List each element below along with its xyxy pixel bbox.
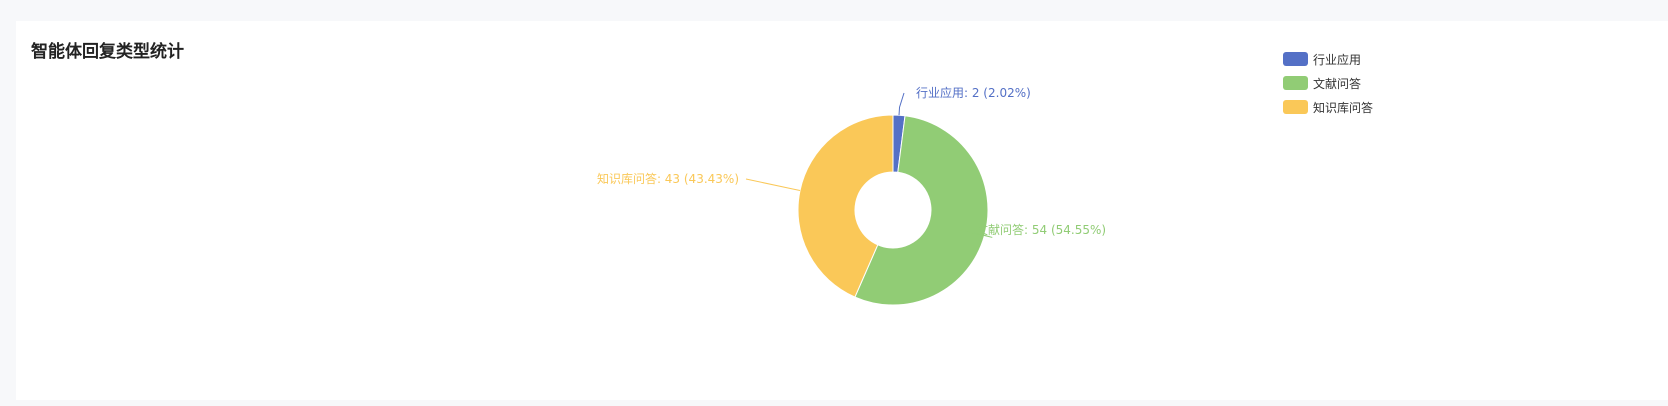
chart-title: 智能体回复类型统计 bbox=[31, 42, 184, 62]
legend-label: 行业应用 bbox=[1313, 52, 1362, 67]
legend-label: 文献问答 bbox=[1313, 76, 1362, 91]
label-line-2 bbox=[745, 178, 801, 192]
donut-chart: 行业应用: 2 (2.02%) 文献问答: 54 (54.55%) 知识库问答: 4… bbox=[597, 85, 1106, 306]
data-label-2: 知识库问答: 43 (43.43%) bbox=[597, 171, 739, 186]
label-line-1 bbox=[960, 229, 993, 238]
data-label-0: 行业应用: 2 (2.02%) bbox=[916, 85, 1031, 100]
legend: 行业应用 文献问答 知识库问答 bbox=[1283, 47, 1373, 119]
legend-item-knowledge[interactable]: 知识库问答 bbox=[1283, 95, 1373, 119]
legend-item-industry[interactable]: 行业应用 bbox=[1283, 47, 1373, 71]
label-line-0 bbox=[898, 92, 905, 116]
slice-2[interactable] bbox=[797, 114, 894, 298]
legend-label: 知识库问答 bbox=[1313, 100, 1374, 115]
slice-1[interactable] bbox=[854, 115, 989, 306]
chart-card: 智能体回复类型统计 行业应用: 2 (2.02%) 文献问答: 54 (54.55… bbox=[16, 21, 1668, 400]
legend-swatch bbox=[1283, 52, 1308, 66]
legend-swatch bbox=[1283, 100, 1308, 114]
legend-swatch bbox=[1283, 76, 1308, 90]
legend-item-literature[interactable]: 文献问答 bbox=[1283, 71, 1373, 95]
data-label-1: 文献问答: 54 (54.55%) bbox=[976, 222, 1106, 237]
